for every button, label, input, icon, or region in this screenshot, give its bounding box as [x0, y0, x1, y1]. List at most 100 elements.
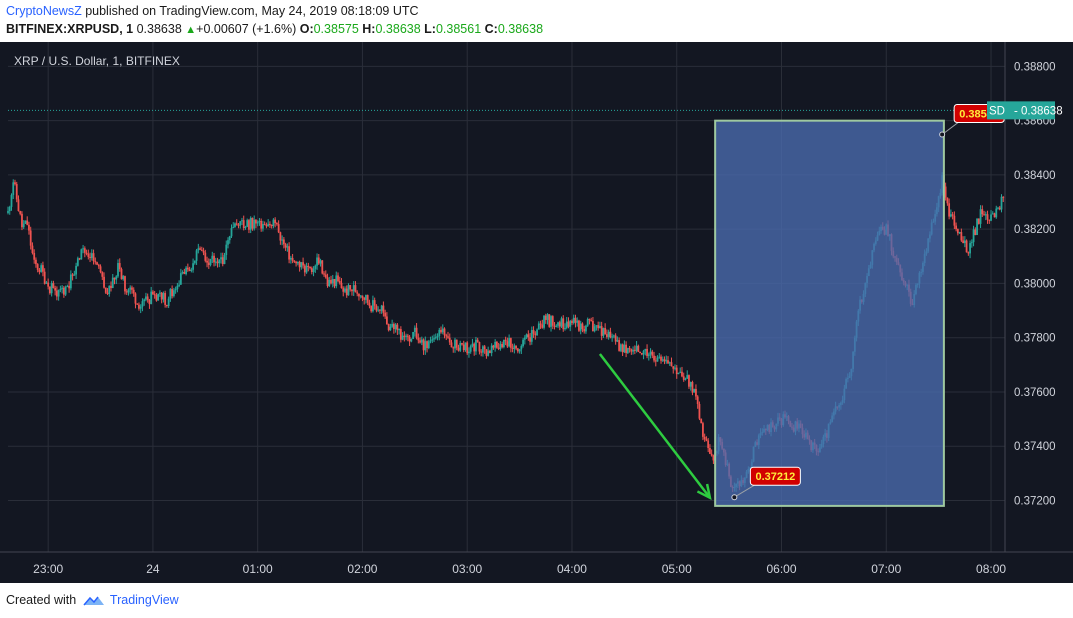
candle-body [50, 283, 53, 294]
up-triangle-icon: ▲ [185, 24, 197, 36]
candle-body [969, 243, 971, 254]
candle-body [73, 274, 76, 276]
candle-body [976, 218, 978, 236]
candle-body [75, 265, 77, 275]
candle-body [356, 292, 359, 294]
candle-body [604, 328, 607, 335]
candle-body [363, 297, 366, 300]
candle-body [656, 357, 659, 362]
candle-body [57, 289, 60, 297]
candle-body [473, 343, 476, 352]
candle-body [448, 337, 451, 343]
candle-body [368, 302, 371, 306]
candle-body [288, 246, 291, 260]
candle-body [145, 296, 147, 300]
candle-body [543, 315, 545, 328]
candle-body [677, 372, 680, 375]
high-value: 0.38638 [375, 22, 421, 36]
candle-body [406, 335, 409, 337]
tradingview-link[interactable]: TradingView [109, 593, 179, 607]
candle-body [516, 348, 519, 352]
candle-body [412, 331, 414, 339]
candle-body [103, 276, 105, 288]
candle-body [359, 295, 362, 297]
candle-body [567, 321, 570, 327]
candle-body [977, 218, 980, 224]
candle-body [501, 344, 504, 348]
candle-body [571, 320, 573, 324]
candle-body [296, 261, 299, 264]
candle-body [190, 269, 193, 271]
candle-body [398, 329, 401, 331]
candle-body [181, 272, 184, 274]
candle-body [207, 262, 210, 266]
candle-body [321, 260, 324, 274]
candle-body [279, 232, 282, 241]
candle-body [679, 371, 682, 373]
candle-body [94, 261, 97, 263]
candle-body [159, 292, 161, 294]
candle-body [672, 366, 675, 369]
candle-body [621, 344, 624, 353]
candle-body [702, 423, 704, 437]
trend-arrow-head [696, 483, 712, 501]
candle-body [275, 223, 278, 225]
last-price: 0.38638 [136, 22, 182, 36]
candle-body [489, 350, 491, 354]
price-label-pointer [941, 122, 959, 135]
candle-body [537, 323, 540, 330]
candle-body [19, 210, 22, 214]
candle-body [619, 344, 622, 351]
candle-body [186, 267, 189, 270]
candle-body [511, 347, 514, 349]
candle-body [998, 207, 1001, 210]
candle-body [548, 314, 551, 327]
candle-body [213, 255, 215, 263]
candle-body [658, 356, 661, 358]
candle-body [162, 293, 165, 300]
candle-body [282, 239, 285, 245]
candle-body [80, 249, 83, 260]
candle-body [972, 229, 975, 243]
candle-body [628, 348, 631, 350]
publisher-name[interactable]: CryptoNewsZ [6, 4, 82, 18]
candle-body [216, 261, 219, 264]
candle-body [649, 351, 652, 355]
candle-body [199, 248, 201, 250]
candle-body [293, 260, 296, 262]
candle-body [104, 287, 107, 293]
candle-body [354, 285, 357, 293]
candle-body [223, 255, 226, 265]
candle-body [553, 325, 556, 327]
candle-body [303, 265, 306, 273]
candle-body [92, 253, 95, 262]
candle-body [33, 253, 36, 260]
candle-body [333, 278, 336, 287]
candle-body [557, 322, 559, 326]
candle-body [703, 436, 706, 440]
candle-body [256, 221, 259, 224]
candle-body [640, 353, 643, 355]
candle-body [513, 345, 516, 349]
candles [7, 171, 1005, 493]
candle-body [485, 349, 488, 356]
candle-body [289, 257, 292, 260]
publish-info: CryptoNewsZ published on TradingView.com… [6, 4, 419, 18]
candle-body [614, 335, 617, 342]
candle-body [291, 257, 294, 261]
candle-body [626, 348, 629, 353]
candle-body [258, 220, 261, 222]
candle-body [211, 255, 214, 260]
candle-body [200, 249, 203, 251]
candle-body [464, 342, 467, 351]
candle-body [475, 339, 477, 352]
candle-body [47, 282, 50, 287]
candle-body [454, 339, 456, 349]
candle-body [68, 285, 71, 289]
candle-body [385, 316, 388, 325]
candle-body [420, 339, 423, 343]
candle-body [178, 284, 181, 286]
candle-body [696, 396, 699, 404]
candle-body [78, 258, 81, 260]
